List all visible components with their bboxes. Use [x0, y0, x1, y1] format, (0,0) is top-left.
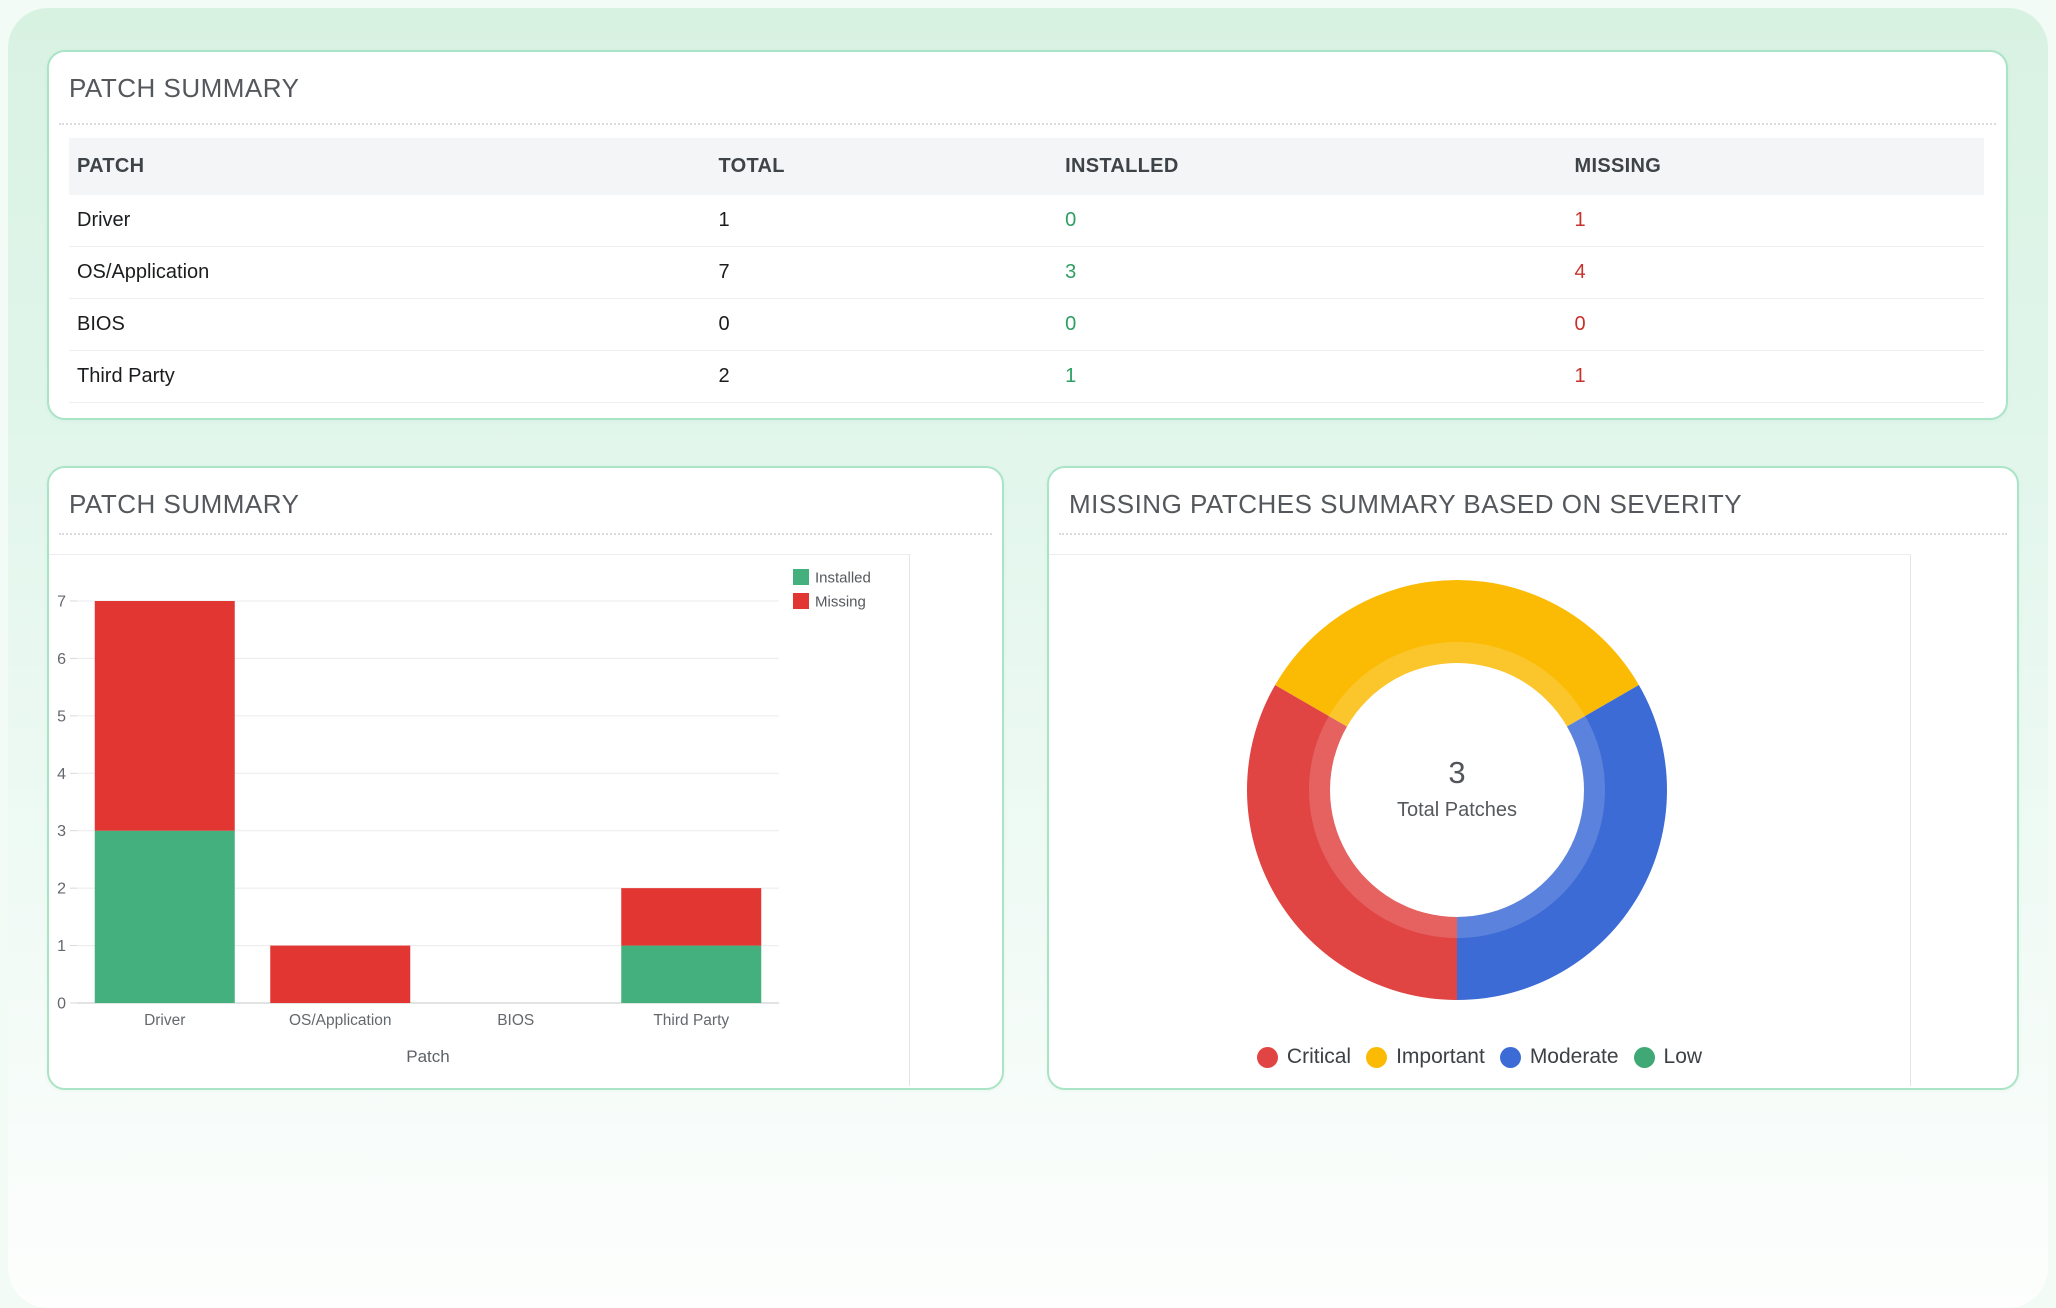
table-cell-missing: 1: [1566, 195, 1984, 247]
x-axis-category-label: BIOS: [497, 1012, 534, 1029]
table-cell-missing: 4: [1566, 246, 1984, 299]
y-axis-tick-label: 2: [57, 881, 66, 898]
table-row: OS/Application 7 3 4: [69, 246, 1984, 299]
table-row: Driver 1 0 1: [69, 195, 1984, 247]
y-axis-tick-label: 5: [57, 708, 66, 725]
legend-label: Low: [1663, 1045, 1703, 1068]
column-header-missing: MISSING: [1574, 155, 1662, 177]
bar-chart-canvas[interactable]: 0 1 2 3 4 5 6 7 Driver OS/Application BIOS Third Pa…: [49, 554, 910, 1086]
table-cell-missing: 1: [1566, 350, 1984, 403]
legend-swatch-installed: [793, 569, 809, 585]
y-axis-tick-label: 3: [57, 823, 66, 840]
donut-segment-critical[interactable]: [1247, 685, 1457, 1000]
bar-segment-missing-third-party[interactable]: [621, 888, 762, 946]
card-title: MISSING PATCHES SUMMARY BASED ON SEVERIT…: [1069, 489, 1743, 519]
donut-chart-canvas[interactable]: 3 Total Patches Critical Important Moderat…: [1049, 554, 1911, 1086]
x-axis-category-label: OS/Application: [289, 1012, 392, 1029]
table-cell-total: 0: [710, 298, 1058, 351]
x-axis-title: Patch: [406, 1047, 449, 1066]
legend-label: Critical: [1286, 1045, 1352, 1068]
donut-legend-item-low[interactable]: Low: [1633, 1045, 1703, 1069]
legend-dot-moderate: [1499, 1046, 1521, 1068]
table-header: PATCH TOTAL INSTALLED MISSING: [69, 138, 1984, 195]
patch-summary-bar-card: PATCH SUMMARY 0 1 2 3 4 5 6 7 Driver OS/Applicati…: [47, 466, 1004, 1090]
donut-legend-item-moderate[interactable]: Moderate: [1499, 1045, 1619, 1069]
patch-summary-table: PATCH TOTAL INSTALLED MISSING Driver 1 0 1 OS/A…: [69, 138, 1984, 403]
legend-label: Important: [1396, 1045, 1485, 1068]
donut-legend-item-critical[interactable]: Critical: [1256, 1045, 1352, 1069]
table-cell-patch: Third Party: [69, 350, 711, 403]
table-cell-patch: BIOS: [69, 298, 711, 351]
dotted-divider: [59, 123, 1996, 125]
table-cell-total: 7: [710, 246, 1058, 299]
patch-summary-bar-chart[interactable]: 0 1 2 3 4 5 6 7 Driver OS/Application BIOS Third Pa…: [49, 555, 909, 1089]
donut-legend: Critical Important Moderate Low: [1049, 1045, 1910, 1069]
dotted-divider: [59, 533, 992, 535]
column-header-patch: PATCH: [77, 155, 145, 177]
legend-swatch-missing: [793, 593, 809, 609]
table-cell-installed: 1: [1057, 350, 1567, 403]
table-cell-patch: Driver: [69, 195, 711, 247]
donut-segment-important[interactable]: [1275, 580, 1639, 727]
bar-segment-installed-driver[interactable]: [94, 830, 235, 1003]
x-axis-category-label: Third Party: [653, 1012, 729, 1029]
table-cell-total: 1: [710, 195, 1058, 247]
table-wrap: PATCH TOTAL INSTALLED MISSING Driver 1 0 1 OS/A…: [69, 138, 1984, 403]
table-row: Third Party 2 1 1: [69, 350, 1984, 403]
legend-label: Installed: [815, 570, 871, 587]
donut-segment-moderate[interactable]: [1457, 685, 1667, 1000]
y-axis-tick-label: 4: [57, 766, 66, 783]
card-title: PATCH SUMMARY: [69, 73, 300, 103]
dotted-divider: [1059, 533, 2007, 535]
y-axis-tick-label: 0: [57, 996, 66, 1013]
table-cell-installed: 0: [1057, 298, 1567, 351]
bar-segment-missing-driver[interactable]: [94, 601, 235, 831]
donut-legend-item-important[interactable]: Important: [1366, 1045, 1485, 1069]
y-axis-tick-label: 6: [57, 651, 66, 668]
table-cell-missing: 0: [1566, 298, 1984, 351]
bar-legend-item-missing[interactable]: Missing: [793, 593, 866, 611]
missing-patches-severity-card: MISSING PATCHES SUMMARY BASED ON SEVERIT…: [1047, 466, 2019, 1090]
table-cell-installed: 0: [1057, 195, 1567, 247]
legend-label: Moderate: [1529, 1045, 1619, 1068]
bar-segment-missing-os-application[interactable]: [270, 945, 411, 1003]
legend-dot-critical: [1256, 1046, 1278, 1068]
bar-legend-item-installed[interactable]: Installed: [793, 569, 871, 587]
table-row: BIOS 0 0 0: [69, 298, 1984, 351]
patch-summary-table-card: PATCH SUMMARY PATCH TOTAL INSTALLED MISSING…: [47, 50, 2008, 420]
table-cell-total: 2: [710, 350, 1058, 403]
bar-segment-installed-third-party[interactable]: [621, 945, 762, 1003]
table-cell-patch: OS/Application: [69, 246, 711, 299]
y-axis-tick-label: 1: [57, 938, 66, 955]
legend-dot-low: [1633, 1046, 1655, 1068]
legend-label: Missing: [815, 594, 866, 611]
legend-dot-important: [1366, 1046, 1388, 1068]
column-header-total: TOTAL: [718, 155, 785, 177]
card-title: PATCH SUMMARY: [69, 489, 300, 519]
severity-donut-chart[interactable]: [1049, 555, 1910, 1035]
y-axis-tick-label: 7: [57, 594, 66, 611]
donut-inner-highlight: [1309, 642, 1605, 938]
column-header-installed: INSTALLED: [1065, 155, 1179, 177]
x-axis-category-label: Driver: [144, 1012, 185, 1029]
table-cell-installed: 3: [1057, 246, 1567, 299]
